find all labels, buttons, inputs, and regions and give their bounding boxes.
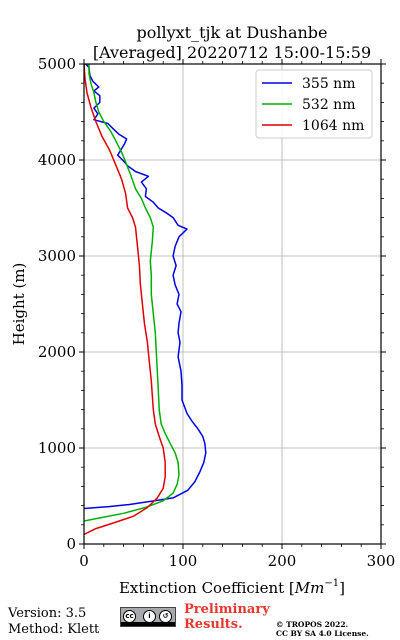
legend-label: 1064 nm [302,118,364,134]
copyright-note: © TROPOS 2022. CC BY SA 4.0 License. [276,620,369,638]
x-tick-label: 0 [79,552,89,570]
series-lines [84,64,207,536]
cc-license-badge: cc i ↺ [120,607,176,627]
x-tick-label: 200 [268,552,297,570]
x-axis-label: Extinction Coefficient [Mm−1] [119,578,345,597]
chart-title: pollyxt_tjk at Dushanbe [136,23,327,42]
plot-frame [83,63,382,545]
y-tick-label: 1000 [38,439,76,457]
x-tick-label: 300 [367,552,396,570]
axis-ticks [79,59,386,549]
y-tick-label: 0 [66,535,76,553]
legend-label: 532 nm [302,97,355,113]
series-line-532-nm [84,64,180,522]
series-line-1064-nm [84,64,166,536]
y-tick-label: 4000 [38,151,76,169]
y-tick-label: 2000 [38,343,76,361]
preliminary-line-2: Results. [184,617,243,632]
by-icon: i [143,610,156,623]
legend-label: 355 nm [302,76,355,92]
copyright-line-1: © TROPOS 2022. [276,620,349,629]
y-axis-label: Height (m) [10,263,28,346]
legend-item: 532 nm [262,97,355,113]
series-line-355-nm [84,64,207,510]
legend-box [255,69,373,139]
chart-subtitle: [Averaged] 20220712 15:00-15:59 [93,43,371,62]
preliminary-note: Preliminary Results. [184,602,270,632]
y-tick-label: 3000 [38,247,76,265]
cc-badge-strip [121,622,175,626]
legend-item: 1064 nm [262,118,364,134]
y-tick-label: 5000 [38,55,76,73]
preliminary-line-1: Preliminary [184,602,270,617]
method-text: Method: Klett [8,622,100,637]
grid-lines [84,64,381,544]
copyright-line-2: CC BY SA 4.0 License. [276,629,369,638]
version-text: Version: 3.5 [8,606,87,621]
legend: 355 nm 532 nm 1064 nm [255,69,373,139]
legend-item: 355 nm [262,76,355,92]
x-tick-label: 100 [169,552,198,570]
